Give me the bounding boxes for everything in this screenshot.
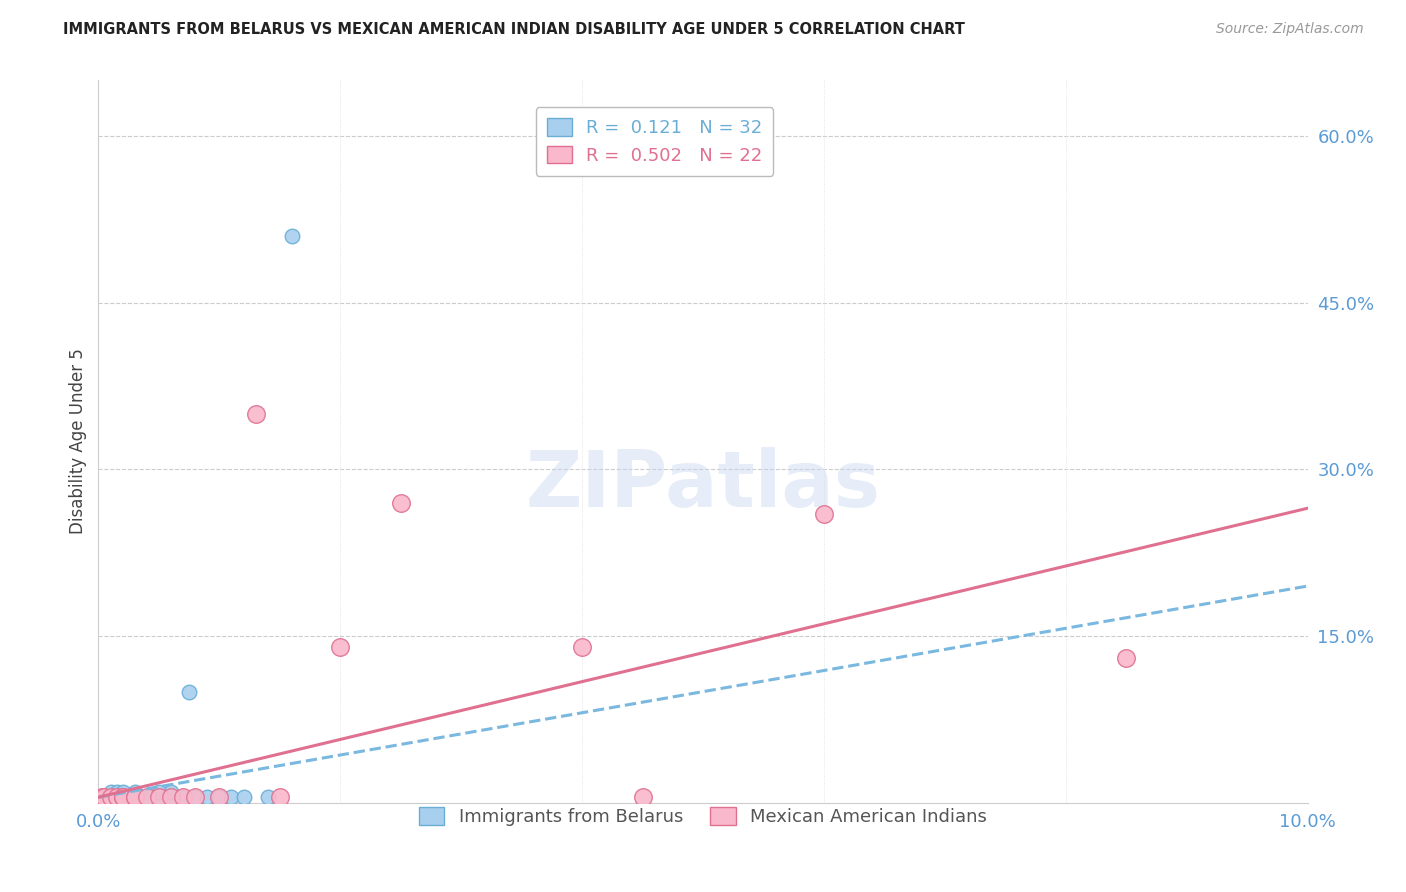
Point (124, 790, 146, 805)
Point (124, 785, 146, 799)
Point (1115, 651, 1137, 665)
Point (148, 785, 170, 799)
Y-axis label: Disability Age Under 5: Disability Age Under 5 (69, 349, 87, 534)
Point (105, 790, 128, 805)
Text: ZIPatlas: ZIPatlas (526, 447, 880, 523)
Point (100, 790, 122, 805)
Point (195, 790, 218, 805)
Point (124, 790, 146, 805)
Point (111, 790, 134, 805)
Point (129, 790, 152, 805)
Text: Source: ZipAtlas.com: Source: ZipAtlas.com (1216, 22, 1364, 37)
Point (111, 790, 134, 805)
Legend: Immigrants from Belarus, Mexican American Indians: Immigrants from Belarus, Mexican America… (412, 800, 994, 833)
Point (135, 790, 157, 805)
Point (179, 684, 201, 698)
Text: IMMIGRANTS FROM BELARUS VS MEXICAN AMERICAN INDIAN DISABILITY AGE UNDER 5 CORREL: IMMIGRANTS FROM BELARUS VS MEXICAN AMERI… (63, 22, 965, 37)
Point (329, 640, 352, 655)
Point (160, 790, 183, 805)
Point (269, 790, 291, 805)
Point (208, 790, 231, 805)
Point (111, 790, 134, 805)
Point (135, 790, 157, 805)
Point (281, 228, 304, 243)
Point (172, 790, 194, 805)
Point (118, 790, 141, 805)
Point (96, 790, 118, 805)
Point (232, 790, 254, 805)
Point (221, 790, 243, 805)
Point (91, 790, 114, 805)
Point (184, 790, 207, 805)
Point (124, 790, 146, 805)
Point (91, 790, 114, 805)
Point (111, 785, 134, 799)
Point (184, 790, 207, 805)
Point (105, 785, 128, 799)
Point (105, 790, 128, 805)
Point (100, 785, 122, 799)
Point (256, 790, 278, 805)
Point (111, 790, 134, 805)
Point (93, 790, 115, 805)
Point (148, 790, 170, 805)
Point (208, 790, 231, 805)
Point (100, 790, 122, 805)
Point (160, 785, 183, 799)
Point (100, 790, 122, 805)
Point (148, 790, 170, 805)
Point (160, 790, 183, 805)
Point (172, 790, 194, 805)
Point (389, 496, 412, 510)
Point (631, 790, 654, 805)
Point (571, 640, 593, 655)
Point (135, 790, 157, 805)
Point (813, 507, 835, 521)
Point (124, 790, 146, 805)
Point (245, 407, 267, 421)
Point (101, 790, 124, 805)
Point (93, 790, 115, 805)
